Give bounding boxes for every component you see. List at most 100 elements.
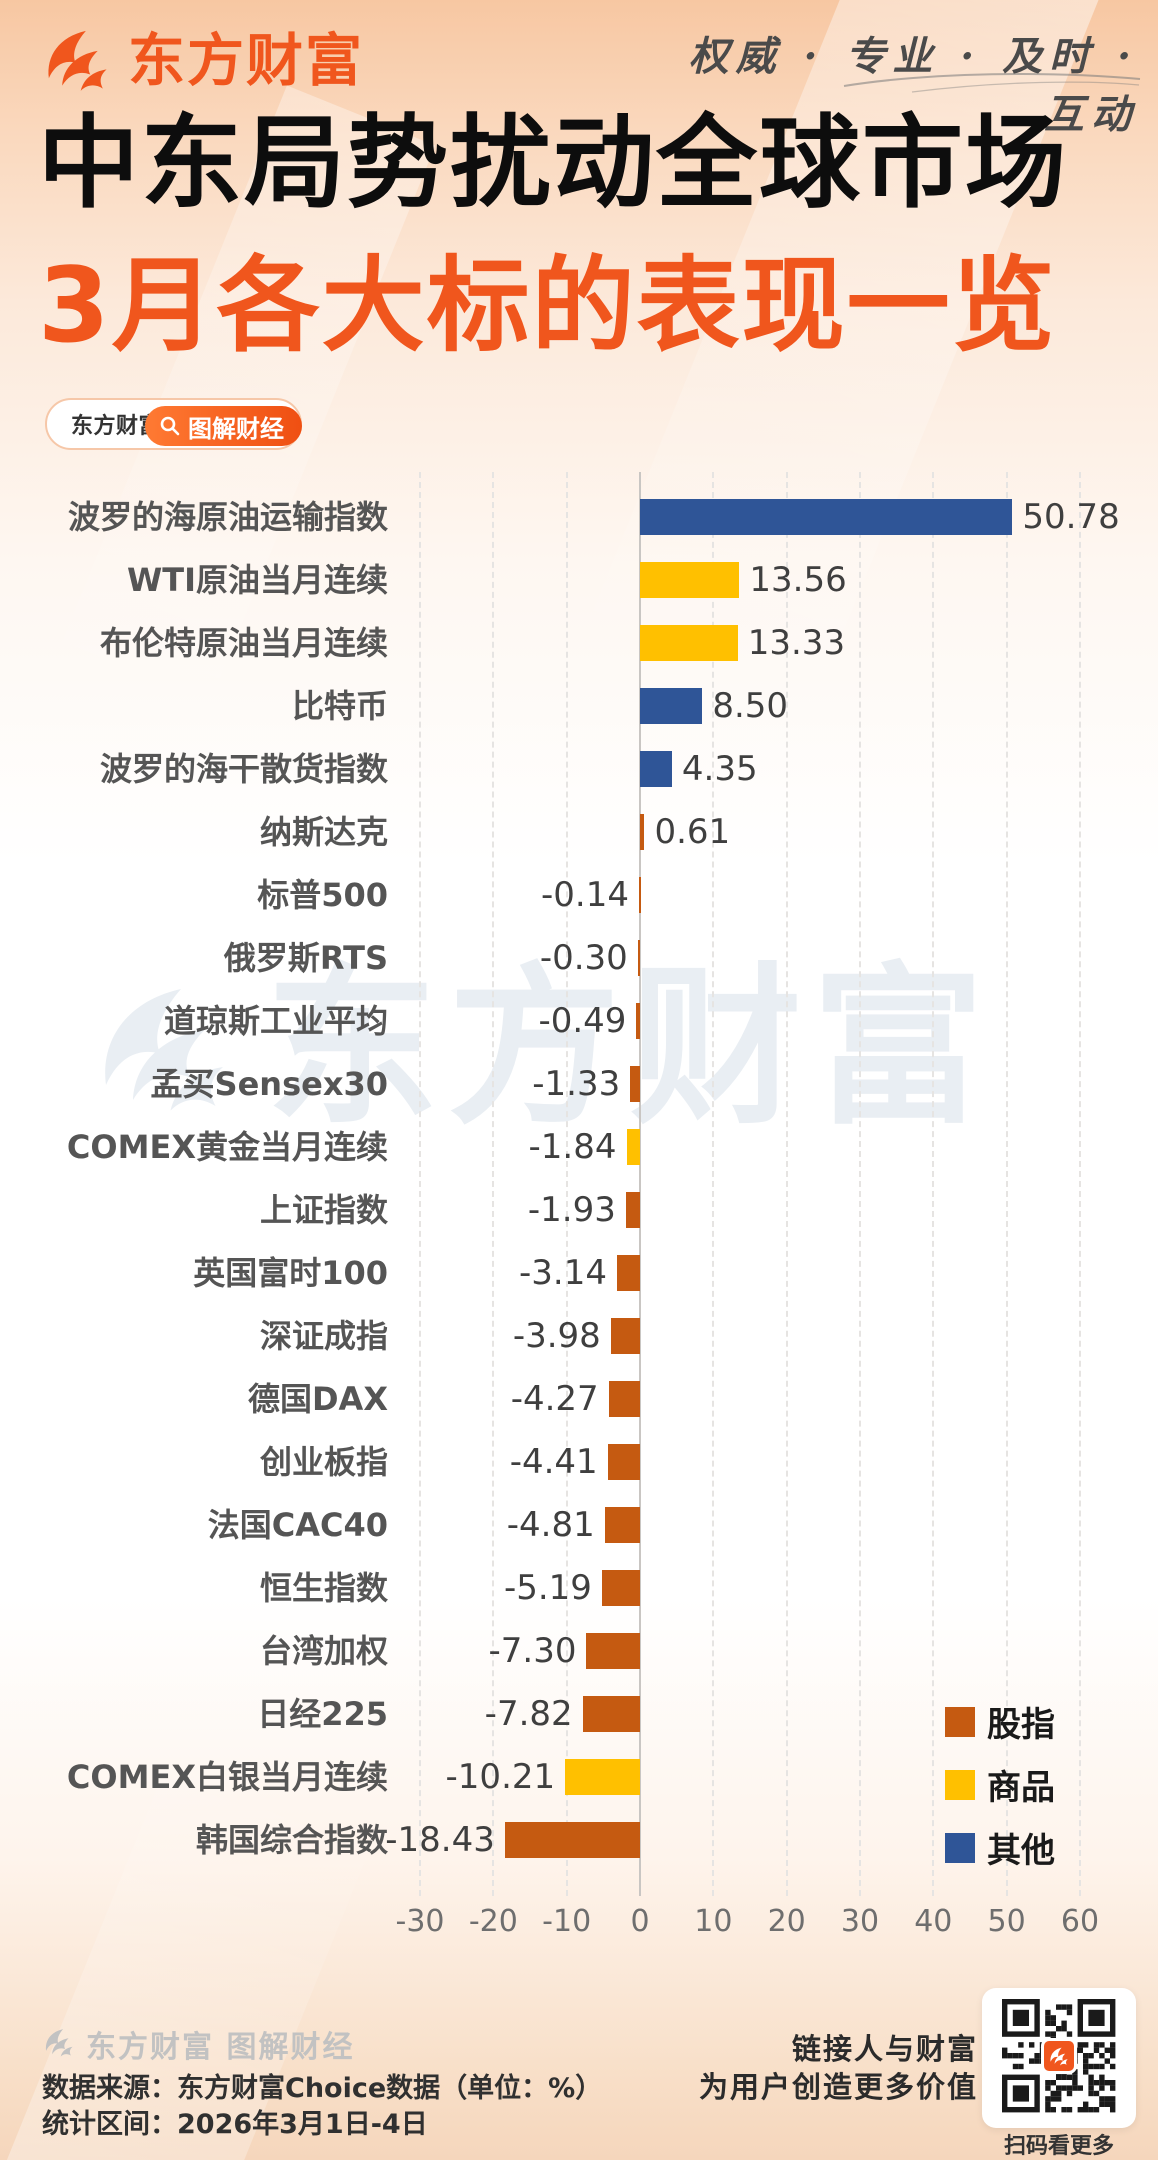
bar	[638, 877, 641, 913]
gridline	[565, 472, 568, 1896]
value-label: 13.33	[747, 623, 846, 663]
bar	[640, 814, 645, 850]
footer-brand-text: 东方财富 图解财经	[86, 2030, 355, 2065]
bar	[640, 625, 738, 661]
legend-label: 股指	[987, 1705, 1055, 1745]
legend-swatch	[945, 1769, 975, 1800]
legend-swatch	[945, 1832, 975, 1863]
category-label: 俄罗斯RTS	[223, 938, 388, 977]
x-axis-tick-label: 40	[914, 1904, 953, 1939]
value-label: -3.14	[519, 1253, 607, 1293]
category-label: 上证指数	[259, 1190, 388, 1229]
category-label: 深证成指	[259, 1316, 388, 1355]
x-axis-tick-label: -30	[395, 1904, 445, 1939]
value-label: -1.33	[532, 1064, 621, 1104]
qr-caption: 扫码看更多	[1003, 2134, 1114, 2159]
gridline	[1078, 472, 1081, 1896]
page-title-line2: 3月各大标的表现一览	[38, 246, 1057, 366]
category-label: 恒生指数	[259, 1568, 388, 1607]
gridline	[785, 472, 788, 1896]
x-axis-tick-label: 20	[767, 1904, 806, 1939]
stat-period-note: 统计区间：2026年3月1日-4日	[42, 2109, 428, 2140]
bar	[586, 1633, 640, 1669]
category-label: 孟买Sensex30	[150, 1064, 388, 1103]
gridline	[858, 472, 861, 1896]
bar	[616, 1255, 640, 1291]
bar	[582, 1696, 640, 1732]
category-label: COMEX白银当月连续	[66, 1757, 388, 1796]
eastmoney-leaf-icon	[42, 2025, 76, 2063]
qr-code	[982, 1988, 1136, 2128]
bar	[608, 1381, 640, 1417]
category-label: COMEX黄金当月连续	[66, 1127, 388, 1166]
category-label: 标普500	[257, 875, 388, 914]
bar	[626, 1129, 640, 1165]
watermark-text: 东方财富	[266, 947, 994, 1148]
value-label: -10.21	[445, 1757, 556, 1797]
bar	[637, 940, 640, 976]
legend-item: 商品	[945, 1760, 1055, 1809]
eastmoney-leaf-icon	[40, 22, 114, 100]
category-label: 台湾加权	[259, 1631, 388, 1670]
category-label: 英国富时100	[193, 1253, 388, 1292]
topic-search-label: 图解财经	[188, 414, 284, 443]
x-axis-tick-label: 10	[694, 1904, 733, 1939]
value-label: -7.82	[484, 1694, 573, 1734]
x-axis-tick-label: 30	[840, 1904, 880, 1939]
gridline	[712, 472, 715, 1896]
category-label: 法国CAC40	[207, 1505, 388, 1544]
legend-label: 商品	[987, 1768, 1055, 1808]
category-label: 比特币	[291, 686, 388, 725]
category-label: 波罗的海干散货指数	[99, 749, 388, 788]
value-label: -5.19	[503, 1568, 592, 1608]
value-label: -4.81	[506, 1505, 595, 1545]
value-label: 50.78	[1022, 497, 1120, 537]
brand-logo-text: 东方财富	[128, 27, 364, 94]
value-label: -4.27	[510, 1379, 599, 1419]
tagline-swoosh-decoration	[842, 70, 1142, 100]
legend-label: 其他	[987, 1831, 1055, 1871]
x-axis-tick-label: -20	[468, 1904, 518, 1939]
brand-tagline: 权威 · 专业 · 及时 · 互动	[688, 33, 1138, 138]
x-axis-tick-label: 50	[987, 1904, 1026, 1939]
watermark: 东方财富	[88, 962, 994, 1134]
legend-item: 股指	[945, 1697, 1055, 1746]
category-label: 日经225	[257, 1694, 388, 1733]
category-label: 创业板指	[259, 1442, 388, 1481]
value-label: -0.14	[541, 875, 629, 915]
value-label: -4.41	[509, 1442, 598, 1482]
bar	[640, 562, 740, 598]
legend-swatch	[945, 1706, 975, 1737]
topic-search-button[interactable]: 图解财经	[145, 406, 302, 446]
bar	[625, 1192, 640, 1228]
value-label: 4.35	[681, 749, 758, 789]
bar	[504, 1822, 640, 1858]
x-axis-tick-label: -10	[542, 1904, 592, 1939]
legend-item: 其他	[945, 1823, 1055, 1872]
value-label: -1.84	[528, 1127, 617, 1167]
value-label: -18.43	[385, 1820, 495, 1860]
x-axis-tick-label: 60	[1060, 1904, 1100, 1939]
category-label: 德国DAX	[247, 1379, 388, 1418]
eastmoney-leaf-icon	[88, 971, 238, 1125]
value-label: 8.50	[712, 686, 789, 726]
category-label: 波罗的海原油运输指数	[67, 497, 388, 536]
bar	[604, 1507, 640, 1543]
value-label: 0.61	[654, 812, 731, 852]
bar	[640, 751, 672, 787]
value-label: -7.30	[488, 1631, 577, 1671]
gridline	[1005, 472, 1008, 1896]
brand-logo: 东方财富	[40, 22, 364, 100]
x-axis-tick-label: 0	[630, 1904, 650, 1939]
bar	[565, 1759, 640, 1795]
search-icon	[159, 415, 181, 437]
bar	[610, 1318, 640, 1354]
bar	[640, 499, 1013, 535]
category-label: 布伦特原油当月连续	[99, 623, 388, 662]
page-title-line1: 中东局势扰动全球市场	[38, 104, 1069, 222]
app-badge[interactable]: 东方财富APP 图解财经	[45, 398, 302, 450]
bar	[640, 688, 703, 724]
zero-axis-line	[639, 472, 641, 1896]
